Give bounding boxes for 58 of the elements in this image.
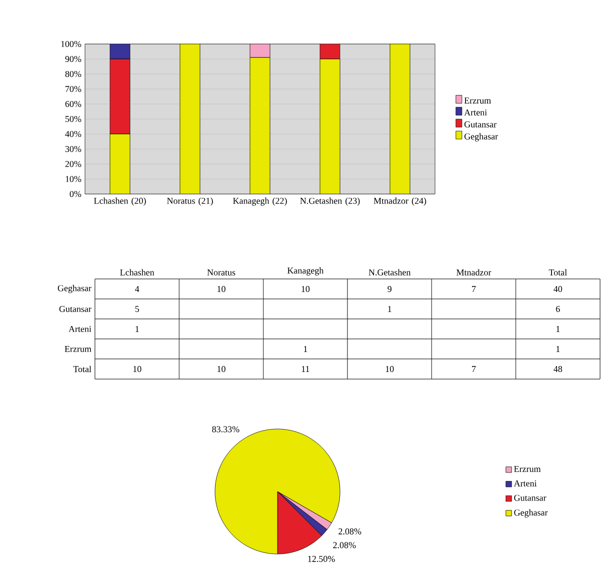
data-label: 1 [556, 326, 560, 332]
x-tick-label: Kanagegh [287, 267, 324, 276]
data-label: 1 [388, 306, 392, 312]
legend-label: Erzrum [514, 466, 541, 472]
y-tick-label: 80% [65, 70, 82, 78]
y-tick-label: 60% [65, 100, 82, 108]
y-tick-label: 100% [61, 40, 82, 48]
y-tick-label: Arteni [68, 326, 92, 332]
x-tick-label: Noratus (21) [167, 198, 213, 206]
x-tick-label: N.Getashen (23) [300, 198, 360, 206]
x-tick-label: Lchashen (20) [94, 198, 146, 206]
data-label: 10 [302, 286, 310, 292]
y-tick-label: 50% [65, 116, 82, 122]
y-tick-label: Erzrum [64, 346, 92, 352]
legend-label: Erzrum [464, 98, 491, 104]
x-tick-label: N.Getashen [368, 269, 411, 276]
y-tick-label: Total [73, 366, 92, 372]
data-label: 48 [554, 366, 562, 372]
data-label: 10 [386, 366, 394, 372]
data-label: 10 [133, 366, 142, 372]
data-label: 2.08% [333, 542, 356, 548]
x-tick-label: Kanagegh (22) [233, 198, 287, 206]
data-label: 7 [472, 286, 476, 292]
data-label: 1 [136, 326, 139, 332]
y-tick-label: 20% [65, 160, 82, 168]
data-label: 5 [135, 306, 139, 312]
legend-label: Gutansar [514, 494, 546, 501]
data-label: 11 [302, 366, 310, 372]
data-label: 1 [304, 346, 308, 352]
data-label: 83.33% [212, 426, 240, 432]
data-label: 7 [472, 366, 476, 372]
y-tick-label: 90% [65, 56, 82, 62]
x-tick-label: Mtnadzor [456, 269, 492, 276]
x-tick-label: Mtnadzor (24) [374, 198, 426, 206]
data-label: 2.08% [338, 528, 362, 534]
data-label: 6 [556, 306, 560, 312]
x-tick-label: Noratus [207, 269, 236, 276]
data-label: 10 [218, 286, 226, 292]
y-tick-label: Gutansar [59, 306, 92, 312]
data-label: 40 [554, 286, 562, 292]
legend-label: Arteni [514, 480, 537, 486]
legend-label: Arteni [464, 109, 487, 116]
y-tick-label: 30% [65, 146, 82, 152]
data-label: 4 [135, 286, 140, 292]
data-label: 9 [388, 286, 392, 292]
data-label: 10 [218, 366, 226, 372]
y-tick-label: 70% [66, 86, 82, 92]
legend-label: Gutansar [464, 121, 497, 128]
data-label: 12.50% [308, 556, 335, 562]
y-tick-label: 40% [65, 130, 82, 138]
y-tick-label: 0% [70, 190, 82, 198]
x-tick-label: Lchashen [120, 269, 154, 276]
x-tick-label: Total [548, 269, 567, 276]
y-tick-label: Geghasar [58, 284, 92, 294]
y-tick-label: 10% [66, 176, 82, 182]
legend-label: Geghasar [514, 509, 548, 518]
legend-label: Geghasar [464, 133, 498, 142]
data-label: 1 [556, 346, 560, 352]
